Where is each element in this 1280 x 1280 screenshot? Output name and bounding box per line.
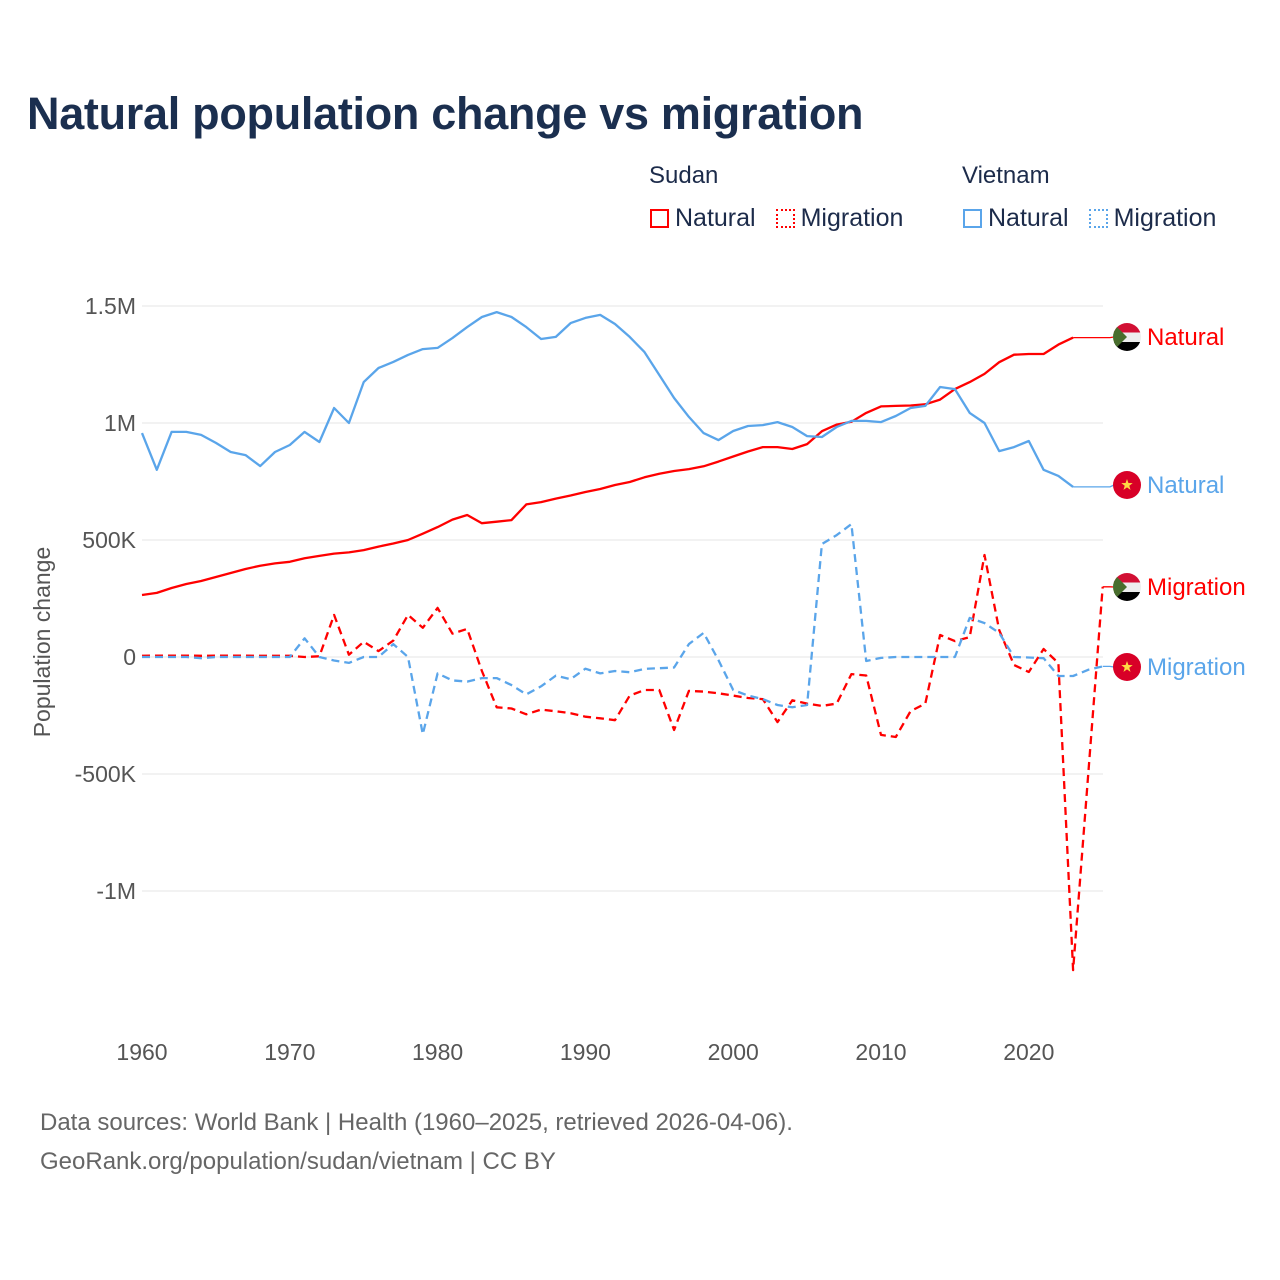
legend-row-sudan: Natural Migration	[650, 204, 923, 233]
legend-row-vietnam: Natural Migration	[963, 204, 1236, 233]
flag-stripe	[1113, 573, 1141, 583]
flag-triangle	[1113, 323, 1127, 351]
x-tick-label: 2000	[708, 1039, 759, 1065]
dotted-swatch-icon	[775, 209, 795, 228]
x-tick-label: 1960	[116, 1039, 167, 1065]
legend-item-sudan-natural[interactable]: Natural	[650, 204, 756, 233]
series-line-sudan-natural	[141, 336, 1074, 597]
series-extension	[1102, 665, 1115, 668]
flag-stripe	[1113, 592, 1141, 601]
y-tick-label: -1M	[96, 878, 136, 904]
dotted-swatch-icon	[1088, 209, 1108, 228]
series-line-vietnam-migration	[142, 522, 1103, 736]
flag-stripe	[1113, 332, 1141, 342]
series-end-label: Natural	[1147, 472, 1224, 499]
y-tick-label: 1M	[104, 410, 136, 436]
flag-triangle	[1113, 573, 1127, 601]
flag-body	[1113, 471, 1141, 499]
series-line-sudan-migration	[141, 553, 1104, 972]
flag-body	[1113, 653, 1141, 681]
solid-swatch-icon	[650, 209, 669, 228]
series-line-vietnam-natural	[140, 310, 1074, 488]
legend-item-sudan-migration[interactable]: Migration	[775, 204, 904, 233]
y-tick-label: -500K	[75, 761, 137, 787]
chart-title: Natural population change vs migration	[27, 88, 864, 139]
legend-group-sudan: Sudan	[649, 162, 719, 189]
y-tick-label: 0	[123, 644, 136, 670]
star-icon	[1121, 661, 1133, 672]
legend-item-vietnam-migration[interactable]: Migration	[1088, 204, 1217, 233]
vietnam-flag-icon	[1113, 653, 1141, 681]
flag-body	[1113, 323, 1141, 351]
series-end-label: Migration	[1147, 574, 1246, 601]
x-tick-label: 2020	[1003, 1039, 1054, 1065]
series-extension	[1073, 484, 1115, 488]
series-extension	[1073, 336, 1115, 339]
legend-label: Natural	[988, 204, 1069, 232]
y-tick-label: 500K	[82, 527, 136, 553]
footer-sources: Data sources: World Bank | Health (1960–…	[40, 1109, 793, 1136]
series-end-label: Migration	[1147, 654, 1246, 681]
legend-label: Migration	[1113, 204, 1217, 232]
flag-body	[1113, 573, 1141, 601]
legend-label: Natural	[675, 204, 756, 232]
footer-link[interactable]: GeoRank.org/population/sudan/vietnam | C…	[40, 1148, 556, 1175]
legend-item-vietnam-natural[interactable]: Natural	[963, 204, 1069, 233]
legend-label: Migration	[800, 204, 904, 232]
solid-swatch-icon	[963, 209, 982, 228]
flag-stripe	[1113, 342, 1141, 351]
y-axis-label: Population change	[29, 547, 55, 738]
x-tick-label: 2010	[855, 1039, 906, 1065]
flag-stripe	[1113, 323, 1141, 333]
star-icon	[1121, 479, 1133, 490]
flag-stripe	[1113, 582, 1141, 592]
x-tick-label: 1990	[560, 1039, 611, 1065]
x-tick-label: 1970	[264, 1039, 315, 1065]
x-tick-label: 1980	[412, 1039, 463, 1065]
sudan-flag-icon	[1113, 323, 1141, 351]
sudan-flag-icon	[1113, 573, 1141, 601]
vietnam-flag-icon	[1113, 471, 1141, 499]
legend-group-vietnam: Vietnam	[962, 162, 1050, 189]
series-end-label: Natural	[1147, 324, 1224, 351]
y-tick-label: 1.5M	[85, 293, 136, 319]
